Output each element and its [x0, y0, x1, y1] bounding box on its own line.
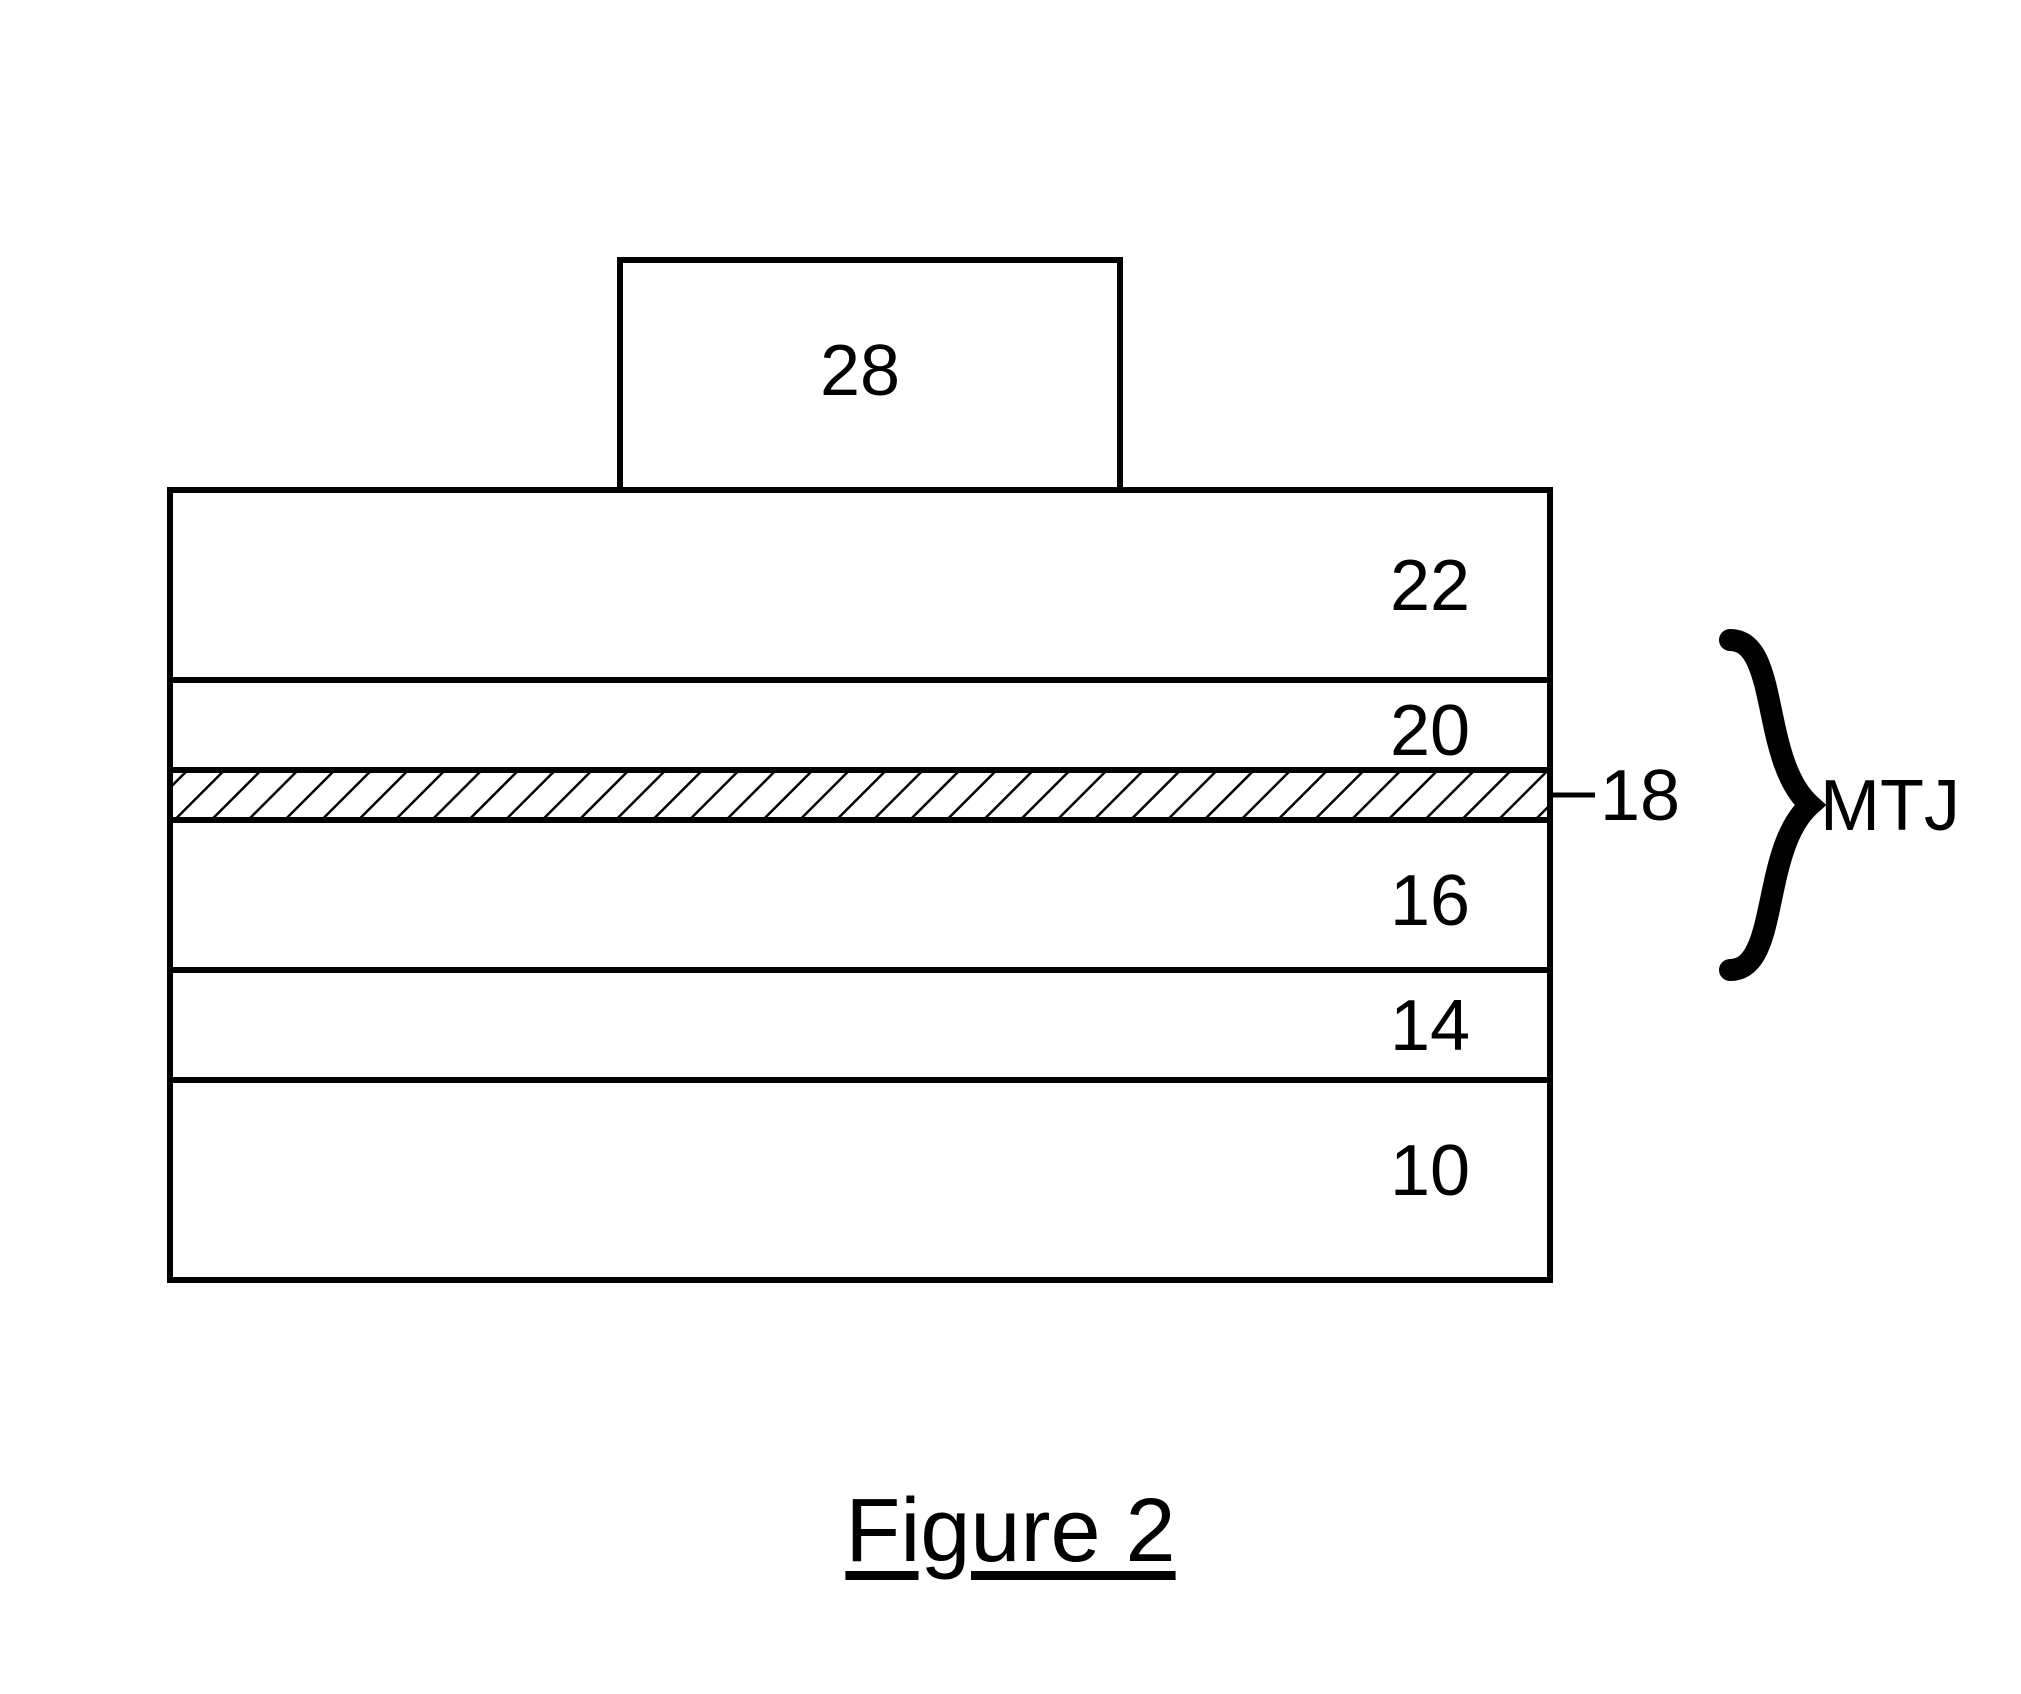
svg-canvas — [0, 0, 2021, 1694]
layer-10 — [170, 1080, 1550, 1280]
mtj-brace — [1730, 640, 1810, 970]
layer-20 — [170, 680, 1550, 770]
layer-18 — [170, 770, 1550, 820]
label-28: 28 — [820, 330, 900, 412]
label-16: 16 — [1390, 860, 1470, 942]
diagram-stage: 10 14 16 18 20 22 28 MTJ Figure 2 — [0, 0, 2021, 1694]
label-10: 10 — [1390, 1130, 1470, 1212]
label-14: 14 — [1390, 985, 1470, 1067]
layer-22 — [170, 490, 1550, 680]
figure-caption: Figure 2 — [0, 1480, 2021, 1583]
label-22: 22 — [1390, 545, 1470, 627]
label-mtj: MTJ — [1820, 765, 1960, 847]
layer-16 — [170, 820, 1550, 970]
label-18: 18 — [1600, 755, 1680, 837]
layer-14 — [170, 970, 1550, 1080]
label-20: 20 — [1390, 690, 1470, 772]
